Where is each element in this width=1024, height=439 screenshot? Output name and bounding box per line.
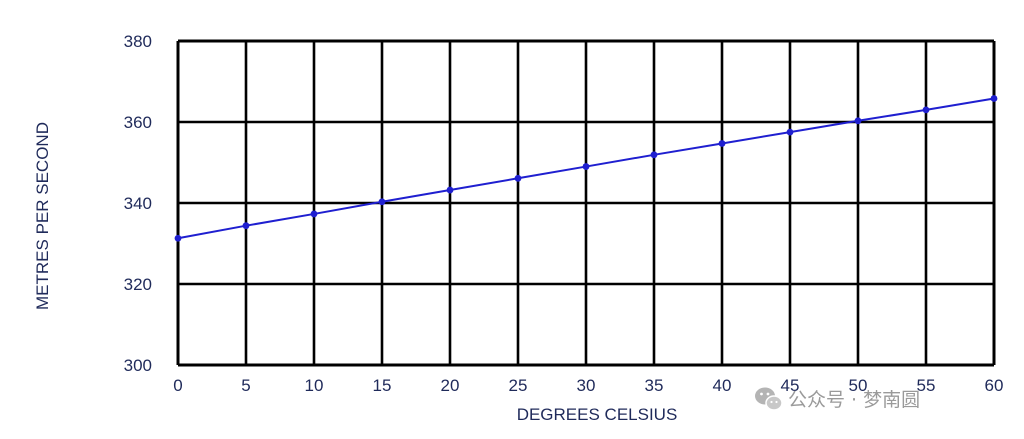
x-tick-label: 55 xyxy=(917,376,936,395)
data-point xyxy=(514,174,522,182)
data-point xyxy=(922,106,930,114)
x-tick-label: 5 xyxy=(241,376,250,395)
y-axis-title: METRES PER SECOND xyxy=(33,122,52,310)
x-tick-label: 45 xyxy=(781,376,800,395)
x-tick-label: 20 xyxy=(441,376,460,395)
y-tick-label: 360 xyxy=(124,113,152,132)
x-tick-label: 15 xyxy=(373,376,392,395)
x-tick-label: 40 xyxy=(713,376,732,395)
data-point xyxy=(990,95,998,102)
data-point xyxy=(174,234,182,242)
data-point xyxy=(650,151,658,159)
data-point xyxy=(446,186,454,194)
x-axis-title: DEGREES CELSIUS xyxy=(517,405,678,424)
x-tick-label: 60 xyxy=(985,376,1004,395)
data-point xyxy=(854,117,862,125)
x-tick-label: 10 xyxy=(305,376,324,395)
x-tick-label: 25 xyxy=(509,376,528,395)
y-tick-label: 380 xyxy=(124,32,152,51)
wechat-icon xyxy=(755,387,783,411)
data-point xyxy=(310,210,318,218)
x-tick-label: 30 xyxy=(577,376,596,395)
grid xyxy=(176,39,996,367)
data-point xyxy=(582,163,590,170)
y-tick-label: 300 xyxy=(124,356,152,375)
data-point xyxy=(786,128,794,136)
x-tick-label: 50 xyxy=(849,376,868,395)
x-tick-label: 0 xyxy=(173,376,182,395)
watermark: 公众号 · 梦南圆 xyxy=(755,387,920,411)
data-point xyxy=(718,140,726,147)
watermark-text: 公众号 · 梦南圆 xyxy=(788,389,920,411)
data-point xyxy=(242,222,250,230)
data-point xyxy=(378,198,386,206)
axes: 0 5 10 15 20 25 30 35 40 45 50 55 60 300 320 340 360 380 xyxy=(124,32,1004,395)
y-tick-label: 320 xyxy=(124,275,152,294)
y-tick-label: 340 xyxy=(124,194,152,213)
x-tick-label: 35 xyxy=(645,376,664,395)
series xyxy=(174,95,998,242)
